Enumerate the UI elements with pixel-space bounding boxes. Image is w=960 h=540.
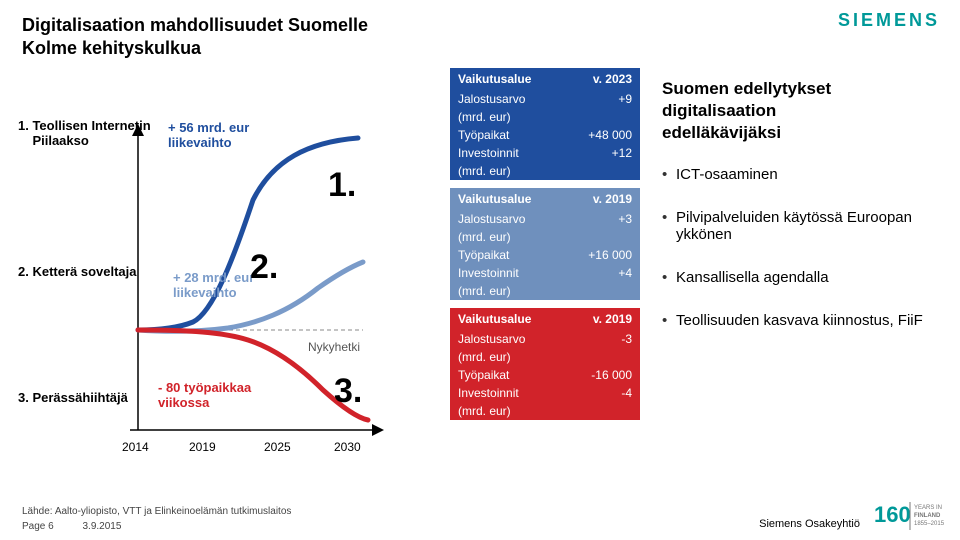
title-line2: Kolme kehityskulkua bbox=[22, 38, 201, 58]
table-cell: +9 bbox=[618, 92, 632, 106]
footer: Lähde: Aalto-yliopisto, VTT ja Elinkeino… bbox=[22, 506, 291, 532]
slide-title: Digitalisaation mahdollisuudet Suomelle … bbox=[22, 14, 368, 61]
svg-text:1855–2015: 1855–2015 bbox=[914, 521, 945, 527]
table-title-r: v. 2019 bbox=[593, 192, 632, 206]
table-cell: Investoinnit bbox=[458, 386, 519, 400]
siemens-logo: SIEMENS bbox=[838, 10, 940, 31]
table-cell: (mrd. eur) bbox=[458, 164, 511, 178]
xtick-2025: 2025 bbox=[264, 440, 291, 454]
table-cell: Työpaikat bbox=[458, 248, 509, 262]
svg-text:YEARS IN: YEARS IN bbox=[914, 505, 942, 511]
table-title-l: Vaikutusalue bbox=[458, 192, 531, 206]
table-cell: Työpaikat bbox=[458, 128, 509, 142]
curve-label-3: - 80 työpaikkaaviikossa bbox=[158, 380, 251, 410]
scenario-label-2: 2. Ketterä soveltaja bbox=[18, 264, 137, 279]
scenario-label-1: 1. Teollisen Internetin Piilaakso bbox=[18, 118, 151, 148]
table-cell: Jalostusarvo bbox=[458, 212, 525, 226]
anniversary-badge: 160YEARS IN FINLAND 1855–2015 bbox=[872, 498, 946, 534]
table-cell: Työpaikat bbox=[458, 368, 509, 382]
bullet-1: ICT-osaaminen bbox=[662, 166, 932, 183]
company-name: Siemens Osakeyhtiö bbox=[759, 518, 860, 530]
table-cell: +3 bbox=[618, 212, 632, 226]
table-cell: Investoinnit bbox=[458, 266, 519, 280]
title-line1: Digitalisaation mahdollisuudet Suomelle bbox=[22, 15, 368, 35]
svg-text:FINLAND: FINLAND bbox=[914, 513, 941, 519]
impact-table-3: Vaikutusalue v. 2019 Jalostusarvo -3 (mrd. e… bbox=[450, 308, 640, 420]
table-cell: Jalostusarvo bbox=[458, 332, 525, 346]
curve-big-1: 1. bbox=[328, 166, 356, 205]
table-cell: (mrd. eur) bbox=[458, 110, 511, 124]
xtick-2019: 2019 bbox=[189, 440, 216, 454]
table-cell: +12 bbox=[612, 146, 632, 160]
nykyhetki-label: Nykyhetki bbox=[308, 340, 360, 354]
table-cell: Jalostusarvo bbox=[458, 92, 525, 106]
scenario-label-3: 3. Perässähiihtäjä bbox=[18, 390, 128, 405]
table-cell: -16 000 bbox=[591, 368, 632, 382]
table-cell: (mrd. eur) bbox=[458, 230, 511, 244]
page-number: Page 6 bbox=[22, 521, 54, 532]
bullet-4: Teollisuuden kasvava kiinnostus, FiiF bbox=[662, 312, 932, 329]
bullet-3: Kansallisella agendalla bbox=[662, 269, 932, 286]
curve-big-2: 2. bbox=[250, 248, 278, 287]
table-cell: -3 bbox=[621, 332, 632, 346]
bullet-2: Pilvipalveluiden käytössä Euroopan ykkön… bbox=[662, 209, 932, 243]
xtick-2014: 2014 bbox=[122, 440, 149, 454]
curve-big-3: 3. bbox=[334, 372, 362, 411]
impact-table-2: Vaikutusalue v. 2019 Jalostusarvo +3 (mrd. e… bbox=[450, 188, 640, 300]
table-cell: +48 000 bbox=[588, 128, 632, 142]
table-cell: (mrd. eur) bbox=[458, 284, 511, 298]
table-title-l: Vaikutusalue bbox=[458, 72, 531, 86]
scenario-chart: 1. Teollisen Internetin Piilaakso 2. Kett… bbox=[18, 80, 438, 460]
table-cell: -4 bbox=[621, 386, 632, 400]
table-title-r: v. 2019 bbox=[593, 312, 632, 326]
xtick-2030: 2030 bbox=[334, 440, 361, 454]
impact-table-1: Vaikutusalue v. 2023 Jalostusarvo +9 (mrd. e… bbox=[450, 68, 640, 180]
impact-tables: Vaikutusalue v. 2023 Jalostusarvo +9 (mrd. e… bbox=[450, 68, 640, 428]
right-heading: Suomen edellytykset digitalisaation edel… bbox=[662, 78, 932, 144]
right-column: Suomen edellytykset digitalisaation edel… bbox=[662, 78, 932, 355]
source-text: Lähde: Aalto-yliopisto, VTT ja Elinkeino… bbox=[22, 506, 291, 517]
table-cell: +4 bbox=[618, 266, 632, 280]
table-title-r: v. 2023 bbox=[593, 72, 632, 86]
table-cell: +16 000 bbox=[588, 248, 632, 262]
bullet-list: ICT-osaaminen Pilvipalveluiden käytössä E… bbox=[662, 166, 932, 329]
table-title-l: Vaikutusalue bbox=[458, 312, 531, 326]
svg-text:160: 160 bbox=[874, 502, 911, 527]
table-cell: Investoinnit bbox=[458, 146, 519, 160]
curve-label-1: + 56 mrd. eurliikevaihto bbox=[168, 120, 249, 150]
table-cell: (mrd. eur) bbox=[458, 404, 511, 418]
table-cell: (mrd. eur) bbox=[458, 350, 511, 364]
curve-label-2: + 28 mrd. eurliikevaihto bbox=[173, 270, 254, 300]
date: 3.9.2015 bbox=[82, 521, 121, 532]
